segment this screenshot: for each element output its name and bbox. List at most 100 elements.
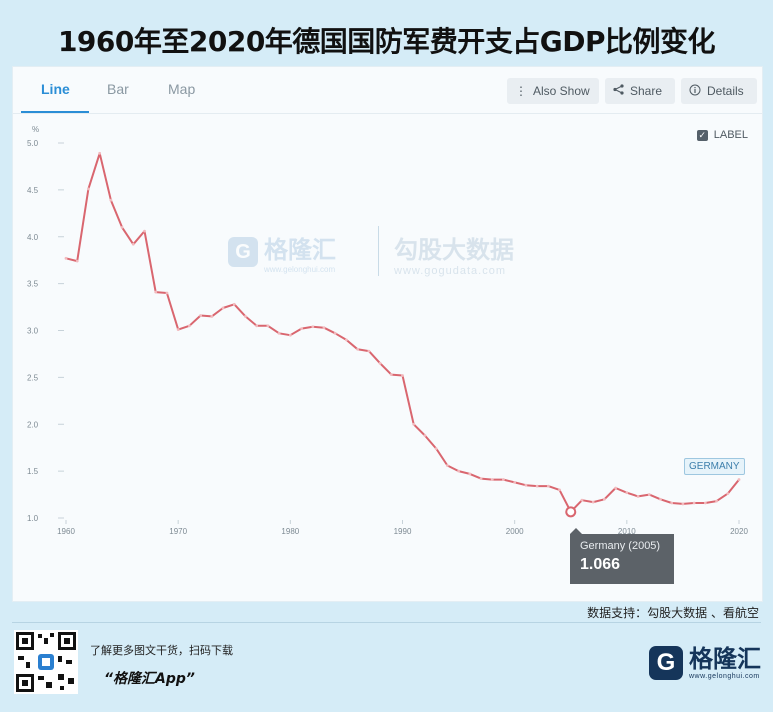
brand-watermark-url: www.gelonghui.com: [264, 265, 336, 274]
x-tick-label: 1970: [169, 527, 187, 536]
data-point: [445, 464, 449, 467]
x-axis: 1960 1970 1980 1990 2000 2010 2020: [57, 520, 748, 536]
series-line-germany: [65, 152, 740, 513]
data-point: [143, 229, 146, 233]
data-point: [715, 499, 718, 503]
y-axis-unit-label: %: [32, 125, 39, 134]
page-title: 1960年至2020年德国国防军费开支占GDP比例变化: [57, 25, 716, 58]
watermark-divider: [378, 226, 379, 276]
x-tick-label: 2010: [618, 527, 636, 536]
data-point: [546, 484, 550, 488]
data-point: [311, 325, 315, 329]
tab-map[interactable]: Map: [168, 81, 196, 97]
data-point: [232, 302, 236, 306]
qr-code[interactable]: [14, 630, 78, 694]
data-source-note: 数据支持：勾股大数据 、看航空: [587, 606, 759, 620]
y-tick-label: 3.5: [27, 280, 39, 289]
data-point: [603, 497, 606, 501]
chart-card: Line Bar Map ⋮ Also Show Share Details ✓…: [12, 66, 763, 602]
brand-logo: G 格隆汇 www.gelonghui.com: [649, 646, 761, 680]
data-point: [64, 256, 68, 260]
tab-bar[interactable]: Bar: [107, 81, 129, 97]
data-point: [210, 315, 214, 318]
data-point: [434, 447, 438, 451]
data-point: [389, 373, 393, 376]
x-tick-label: 1980: [281, 527, 299, 536]
x-tick-label: 2000: [506, 527, 524, 536]
data-point: [659, 497, 662, 501]
y-tick-label: 2.5: [27, 373, 39, 382]
data-point: [244, 315, 247, 318]
also-show-label: Also Show: [533, 84, 590, 98]
info-icon: [689, 84, 701, 99]
data-point: [468, 472, 472, 476]
data-point: [300, 327, 303, 331]
tooltip-title: Germany (2005): [580, 540, 661, 552]
y-tick-label: 1.5: [27, 467, 39, 476]
data-point: [266, 324, 270, 328]
data-point: [591, 500, 595, 504]
label-toggle-text: LABEL: [713, 129, 748, 141]
y-axis: % 1.0 1.5 2.0 2.5 3.0 3.5 4.0 4.5 5.0: [27, 125, 64, 523]
brand-logo-icon: G: [649, 646, 683, 680]
footer-prompt-text: 了解更多图文干货，扫码下载: [90, 644, 233, 657]
data-point: [692, 501, 696, 505]
share-label: Share: [630, 84, 663, 98]
data-point: [412, 422, 416, 426]
data-point: [367, 349, 371, 353]
y-tick-label: 1.0: [27, 514, 39, 523]
data-point: [490, 478, 494, 481]
data-point: [558, 488, 561, 492]
data-point: [513, 480, 517, 484]
active-tab-indicator: [21, 111, 89, 113]
more-vertical-icon: ⋮: [515, 84, 527, 98]
data-point: [502, 478, 505, 481]
data-point: [98, 151, 102, 155]
tooltip-value: 1.066: [580, 556, 621, 573]
data-point: [176, 328, 180, 331]
data-point: [109, 198, 113, 202]
data-point: [681, 502, 685, 506]
y-tick-label: 4.5: [27, 186, 39, 195]
data-point: [322, 326, 326, 330]
data-point: [479, 477, 483, 481]
y-tick-label: 5.0: [27, 139, 39, 148]
details-label: Details: [707, 84, 744, 98]
data-watermark-name: 勾股大数据: [394, 236, 514, 264]
also-show-button[interactable]: ⋮ Also Show: [507, 78, 599, 104]
data-point: [378, 361, 382, 365]
line-chart: % 1.0 1.5 2.0 2.5 3.0 3.5 4.0 4.5 5.0 1960 1970 198…: [27, 125, 748, 536]
data-point: [356, 347, 360, 351]
data-point: [199, 314, 203, 317]
data-point: [345, 338, 348, 342]
brand-name: 格隆汇: [689, 644, 761, 673]
brand-watermark-logo-icon: G: [228, 237, 258, 267]
footer-divider: [12, 622, 761, 623]
data-point: [401, 374, 404, 377]
y-tick-label: 3.0: [27, 327, 39, 336]
x-tick-label: 1990: [394, 527, 412, 536]
data-point: [535, 484, 539, 488]
data-point: [423, 434, 427, 437]
brand-watermark-name: 格隆汇: [264, 236, 336, 264]
data-point: [625, 491, 629, 495]
tab-line[interactable]: Line: [41, 81, 70, 97]
data-point: [221, 306, 225, 310]
data-point: [614, 486, 618, 490]
tab-divider: [13, 113, 762, 114]
label-checkbox[interactable]: ✓: [696, 129, 708, 141]
data-point: [737, 478, 741, 481]
share-button[interactable]: Share: [605, 78, 675, 104]
data-point: [670, 501, 674, 505]
qr-code-icon: [16, 632, 76, 692]
chart-series: [64, 151, 741, 518]
label-toggle[interactable]: ✓ LABEL: [696, 129, 748, 141]
data-point: [457, 469, 460, 473]
series-end-label: GERMANY: [684, 458, 745, 475]
chart-tabs: Line Bar Map ⋮ Also Show Share Details: [13, 67, 762, 114]
x-tick-label: 1960: [57, 527, 75, 536]
data-point: [187, 324, 191, 328]
details-button[interactable]: Details: [681, 78, 757, 104]
data-point: [333, 331, 337, 335]
tooltip-arrow: [570, 528, 582, 534]
